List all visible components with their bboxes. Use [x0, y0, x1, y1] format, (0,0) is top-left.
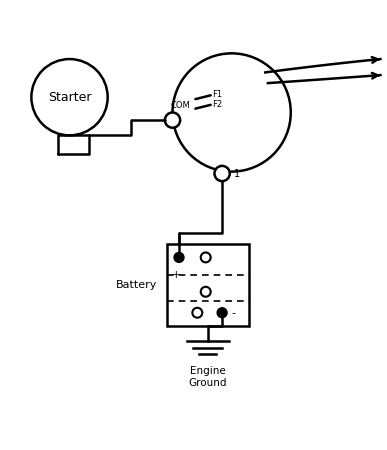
Text: F2: F2	[212, 99, 222, 108]
Text: Battery: Battery	[116, 280, 157, 290]
Circle shape	[174, 252, 184, 262]
Text: +: +	[172, 270, 181, 279]
Text: F1: F1	[212, 90, 222, 99]
Circle shape	[217, 308, 227, 318]
Text: -: -	[232, 308, 236, 318]
Text: COM: COM	[171, 101, 190, 110]
Text: 1: 1	[233, 168, 240, 179]
Text: Engine
Ground: Engine Ground	[188, 366, 227, 388]
Text: Starter: Starter	[48, 91, 91, 104]
Circle shape	[214, 166, 230, 181]
Circle shape	[165, 112, 180, 128]
Bar	[167, 244, 249, 326]
